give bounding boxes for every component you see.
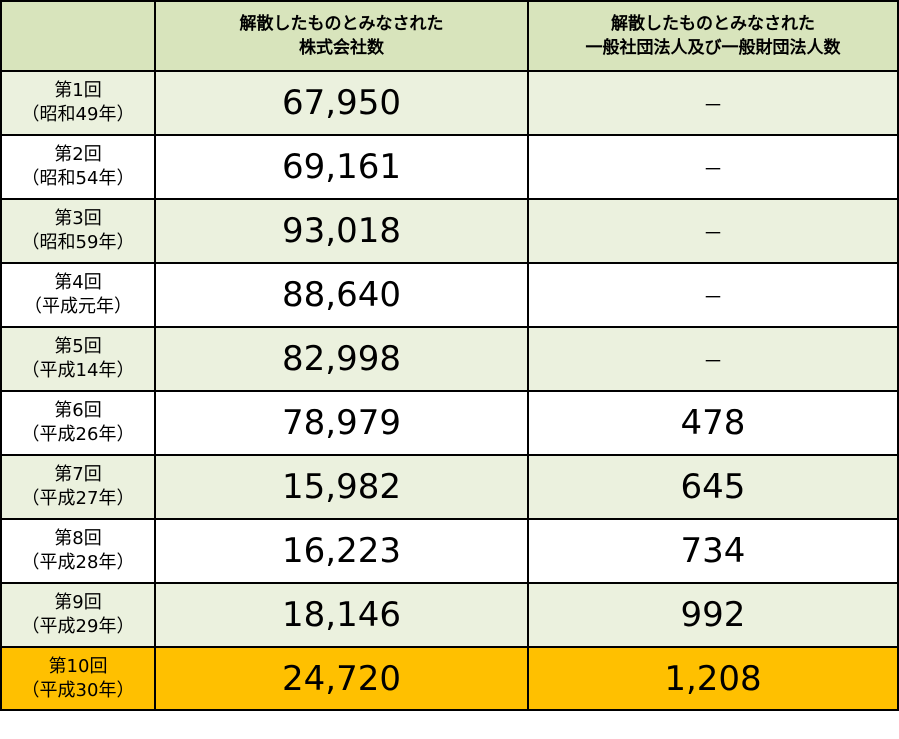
era-label: （昭和49年） bbox=[21, 104, 135, 125]
associations-count: － bbox=[527, 134, 899, 200]
era-label: （平成30年） bbox=[21, 679, 135, 701]
table-row: 第4回 （平成元年） 88,640 － bbox=[0, 262, 899, 328]
table-header-row: 解散したものとみなされた 株式会社数 解散したものとみなされた 一般社団法人及び… bbox=[0, 0, 899, 72]
round-cell: 第5回 （平成14年） bbox=[0, 326, 156, 392]
table-row: 第2回 （昭和54年） 69,161 － bbox=[0, 134, 899, 200]
round-label: 第8回 bbox=[54, 528, 102, 549]
era-label: （昭和54年） bbox=[21, 168, 135, 189]
associations-count: － bbox=[527, 70, 899, 136]
associations-count: 1,208 bbox=[527, 646, 899, 711]
era-label: （平成元年） bbox=[24, 296, 132, 317]
associations-count: － bbox=[527, 326, 899, 392]
companies-count: 16,223 bbox=[154, 518, 529, 584]
round-cell: 第4回 （平成元年） bbox=[0, 262, 156, 328]
round-cell: 第2回 （昭和54年） bbox=[0, 134, 156, 200]
round-label: 第1回 bbox=[54, 80, 102, 101]
associations-count: 478 bbox=[527, 390, 899, 456]
companies-count: 67,950 bbox=[154, 70, 529, 136]
associations-count: 645 bbox=[527, 454, 899, 520]
table-row: 第6回 （平成26年） 78,979 478 bbox=[0, 390, 899, 456]
era-label: （平成26年） bbox=[21, 424, 135, 445]
header-associations-line2: 一般社団法人及び一般財団法人数 bbox=[585, 38, 841, 58]
round-label: 第3回 bbox=[54, 208, 102, 229]
round-cell: 第3回 （昭和59年） bbox=[0, 198, 156, 264]
table-row: 第5回 （平成14年） 82,998 － bbox=[0, 326, 899, 392]
associations-count: － bbox=[527, 198, 899, 264]
companies-count: 78,979 bbox=[154, 390, 529, 456]
companies-count: 24,720 bbox=[154, 646, 529, 711]
companies-count: 93,018 bbox=[154, 198, 529, 264]
round-label: 第6回 bbox=[54, 400, 102, 421]
round-label: 第10回 bbox=[48, 655, 108, 677]
round-cell: 第8回 （平成28年） bbox=[0, 518, 156, 584]
companies-count: 88,640 bbox=[154, 262, 529, 328]
era-label: （平成14年） bbox=[21, 360, 135, 381]
round-cell: 第6回 （平成26年） bbox=[0, 390, 156, 456]
companies-count: 82,998 bbox=[154, 326, 529, 392]
dissolution-count-table: 解散したものとみなされた 株式会社数 解散したものとみなされた 一般社団法人及び… bbox=[0, 0, 899, 711]
associations-count: 992 bbox=[527, 582, 899, 648]
round-label: 第2回 bbox=[54, 144, 102, 165]
round-label: 第5回 bbox=[54, 336, 102, 357]
associations-count: － bbox=[527, 262, 899, 328]
round-cell: 第9回 （平成29年） bbox=[0, 582, 156, 648]
round-cell: 第10回 （平成30年） bbox=[0, 646, 156, 711]
table-row: 第3回 （昭和59年） 93,018 － bbox=[0, 198, 899, 264]
round-cell: 第7回 （平成27年） bbox=[0, 454, 156, 520]
round-label: 第7回 bbox=[54, 464, 102, 485]
round-cell: 第1回 （昭和49年） bbox=[0, 70, 156, 136]
companies-count: 15,982 bbox=[154, 454, 529, 520]
era-label: （平成29年） bbox=[21, 616, 135, 637]
era-label: （平成28年） bbox=[21, 552, 135, 573]
round-label: 第9回 bbox=[54, 592, 102, 613]
table-row: 第8回 （平成28年） 16,223 734 bbox=[0, 518, 899, 584]
associations-count: 734 bbox=[527, 518, 899, 584]
table-row-highlighted: 第10回 （平成30年） 24,720 1,208 bbox=[0, 646, 899, 711]
companies-count: 18,146 bbox=[154, 582, 529, 648]
header-companies-line1: 解散したものとみなされた bbox=[239, 14, 444, 34]
header-companies: 解散したものとみなされた 株式会社数 bbox=[154, 0, 529, 72]
table-row: 第9回 （平成29年） 18,146 992 bbox=[0, 582, 899, 648]
table-row: 第7回 （平成27年） 15,982 645 bbox=[0, 454, 899, 520]
era-label: （平成27年） bbox=[21, 488, 135, 509]
header-associations: 解散したものとみなされた 一般社団法人及び一般財団法人数 bbox=[527, 0, 899, 72]
companies-count: 69,161 bbox=[154, 134, 529, 200]
table-row: 第1回 （昭和49年） 67,950 － bbox=[0, 70, 899, 136]
header-associations-line1: 解散したものとみなされた bbox=[611, 14, 815, 34]
header-corner-cell bbox=[0, 0, 156, 72]
era-label: （昭和59年） bbox=[21, 232, 135, 253]
round-label: 第4回 bbox=[54, 272, 102, 293]
header-companies-line2: 株式会社数 bbox=[299, 38, 384, 58]
